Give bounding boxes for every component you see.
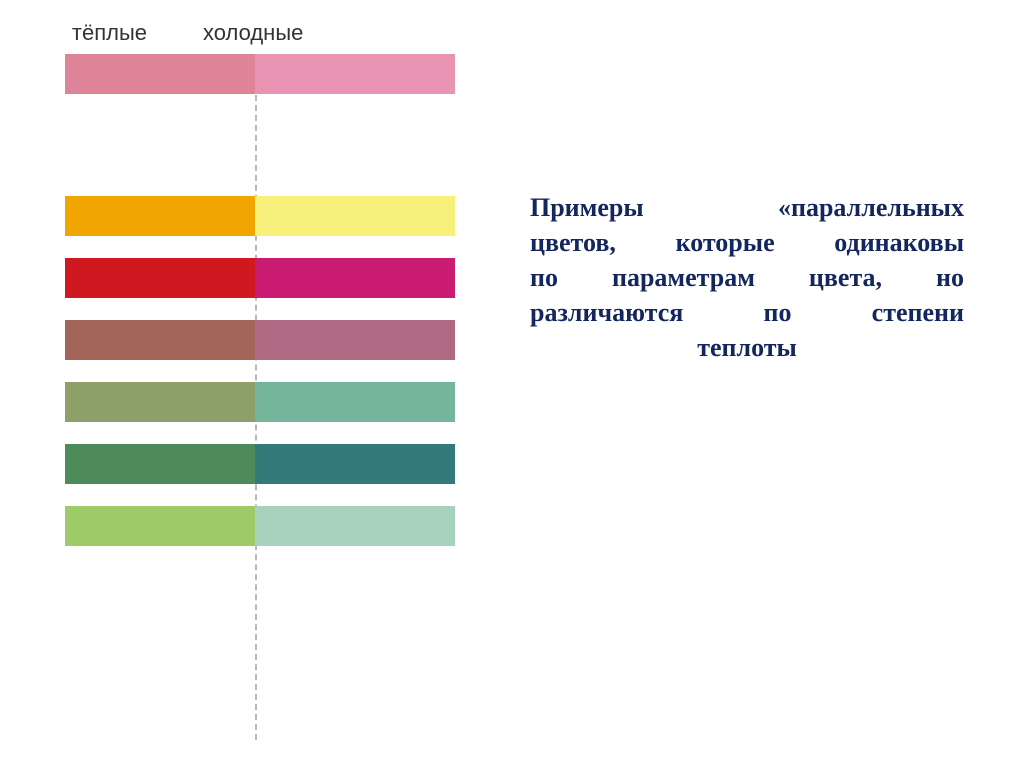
warm-swatch — [65, 258, 255, 298]
cold-swatch — [255, 196, 455, 236]
cold-swatch — [255, 54, 455, 94]
header-warm-label: тёплые — [0, 20, 175, 46]
warm-swatch — [65, 444, 255, 484]
caption-line: теплоты — [530, 330, 964, 365]
warm-swatch — [65, 54, 255, 94]
caption-line: цветов, которые одинаковы — [530, 225, 964, 260]
header-cold-label: холодные — [175, 20, 395, 46]
caption-line: различаются по степени — [530, 295, 964, 330]
cold-swatch — [255, 382, 455, 422]
warm-swatch — [65, 196, 255, 236]
color-row — [65, 444, 500, 484]
color-chart: тёплые холодные — [0, 0, 500, 760]
content-root: тёплые холодные Примеры «параллельныхцве… — [0, 0, 1024, 768]
color-row — [65, 506, 500, 546]
color-row — [65, 258, 500, 298]
color-row — [65, 196, 500, 236]
warm-swatch — [65, 506, 255, 546]
caption-text: Примеры «параллельныхцветов, которые оди… — [530, 190, 964, 365]
cold-swatch — [255, 506, 455, 546]
warm-swatch — [65, 382, 255, 422]
cold-swatch — [255, 258, 455, 298]
caption-line: Примеры «параллельных — [530, 190, 964, 225]
caption-area: Примеры «параллельныхцветов, которые оди… — [500, 0, 1024, 768]
color-row — [65, 382, 500, 422]
caption-line: по параметрам цвета, но — [530, 260, 964, 295]
chart-headers: тёплые холодные — [0, 20, 500, 46]
color-row — [65, 54, 500, 94]
cold-swatch — [255, 320, 455, 360]
color-rows-container — [0, 54, 500, 546]
warm-swatch — [65, 320, 255, 360]
color-row — [65, 320, 500, 360]
cold-swatch — [255, 444, 455, 484]
